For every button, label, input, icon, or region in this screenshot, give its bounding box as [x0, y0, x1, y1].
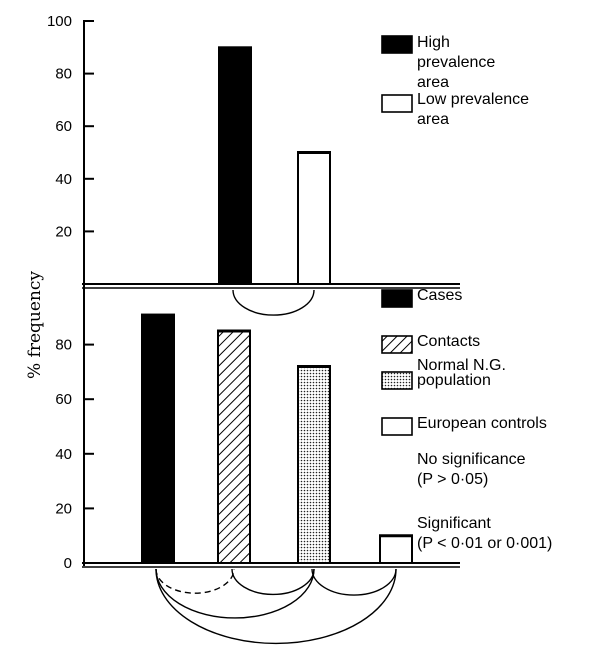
- y-tick-label: 40: [55, 171, 72, 188]
- legend-label: prevalence: [417, 54, 495, 71]
- y-tick-label: 80: [55, 337, 72, 354]
- bar: [297, 151, 331, 285]
- legend-label: population: [417, 372, 491, 389]
- comparison-arc: [232, 289, 315, 316]
- bar: [297, 365, 331, 564]
- y-tick-label: 0: [64, 555, 72, 572]
- bottom-bars: [141, 313, 413, 565]
- legend-label: High: [417, 34, 450, 51]
- bar: [218, 46, 252, 285]
- y-axis-label: % frequency: [25, 271, 45, 379]
- significance-label: (P > 0·05): [417, 471, 488, 488]
- legend-label: Contacts: [417, 333, 480, 350]
- legend-label: area: [417, 111, 449, 128]
- legend-label: Normal N.G.: [417, 357, 506, 374]
- y-tick-label: 20: [55, 223, 72, 240]
- top-comparison-arcs: [232, 289, 315, 316]
- bottom-panel: 0 20 40 60 80: [55, 292, 460, 645]
- legend-label: Cases: [417, 287, 462, 304]
- y-tick-label: 100: [47, 13, 72, 30]
- comparison-arc: [155, 568, 397, 645]
- bar: [379, 534, 413, 565]
- y-tick-label: 60: [55, 118, 72, 135]
- significance-label: No significance: [417, 451, 526, 468]
- legend-swatch: [381, 94, 413, 113]
- legend-swatch: [381, 35, 413, 54]
- significance-key: No significance (P > 0·05) Significant (P <…: [417, 451, 552, 552]
- legend-label: Low prevalence: [417, 91, 529, 108]
- legend-swatch: [381, 371, 413, 390]
- bottom-y-ticks: 0 20 40 60 80: [55, 337, 94, 572]
- bottom-legend: Cases Contacts Normal N.G.population Europe…: [381, 287, 547, 436]
- legend-label: European controls: [417, 415, 547, 432]
- legend-swatch: [381, 335, 413, 354]
- y-tick-label: 20: [55, 500, 72, 517]
- significance-label: Significant: [417, 515, 491, 532]
- y-tick-label: 80: [55, 66, 72, 83]
- bar: [141, 313, 175, 564]
- y-tick-label: 40: [55, 446, 72, 463]
- comparison-arc: [155, 568, 315, 619]
- comparison-arc: [311, 568, 397, 596]
- top-panel: 20 40 60 80 100: [47, 13, 460, 316]
- top-y-ticks: 20 40 60 80 100: [47, 13, 94, 240]
- comparison-arc: [155, 568, 235, 594]
- bar: [217, 329, 251, 565]
- legend-swatch: [381, 417, 413, 436]
- legend-label: area: [417, 74, 449, 91]
- y-tick-label: 60: [55, 391, 72, 408]
- significance-label: (P < 0·01 or 0·001): [417, 535, 552, 552]
- top-bars: [218, 46, 331, 285]
- comparison-arc: [231, 568, 315, 596]
- bottom-comparison-arcs: [155, 568, 397, 645]
- legend-swatch: [381, 289, 413, 308]
